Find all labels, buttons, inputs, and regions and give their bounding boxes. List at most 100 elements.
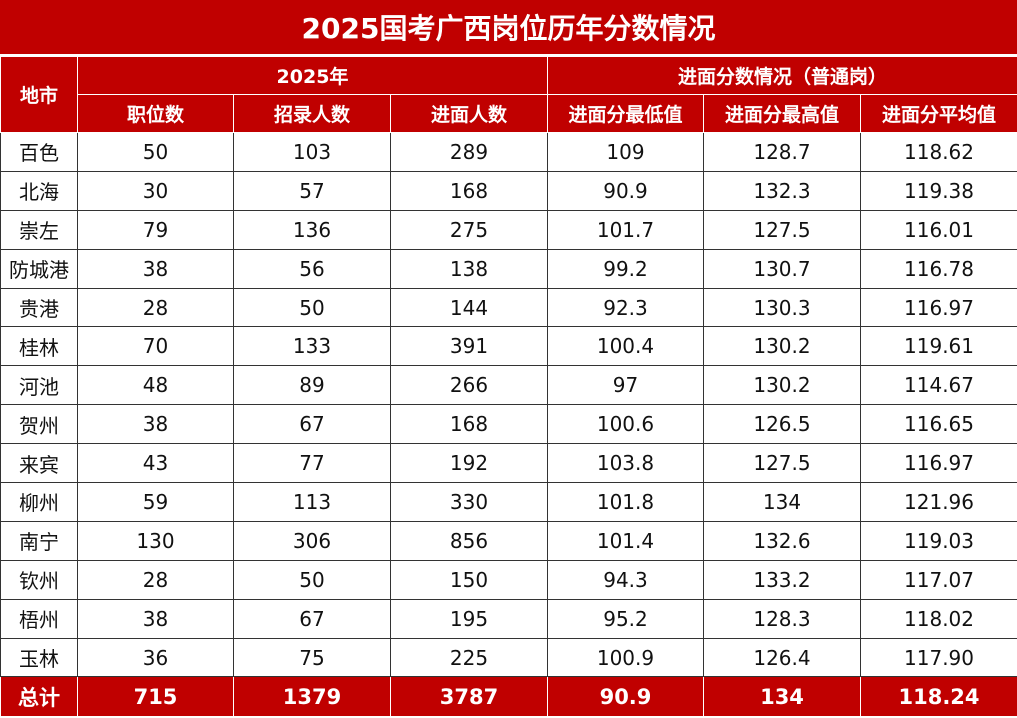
cell-positions: 30: [77, 170, 234, 211]
cell-avg-score: 116.97: [859, 443, 1017, 484]
cell-city: 玉林: [0, 637, 78, 678]
cell-interviewees: 225: [390, 637, 548, 678]
cell-max-score: 130.2: [703, 326, 861, 367]
cell-interviewees: 192: [390, 443, 548, 484]
cell-max-score: 132.6: [703, 520, 861, 561]
cell-city: 柳州: [0, 482, 78, 522]
cell-interviewees: 266: [390, 365, 548, 406]
cell-min-score: 92.3: [547, 287, 704, 328]
cell-hires: 67: [233, 598, 391, 639]
cell-hires: 89: [233, 365, 391, 406]
cell-avg-score: 119.03: [859, 520, 1017, 561]
table-row: 贺州 38 67 168 100.6 126.5 116.65: [0, 404, 1017, 445]
cell-hires: 67: [233, 404, 391, 445]
cell-min-score: 97: [547, 365, 704, 406]
table-row: 河池 48 89 266 97 130.2 114.67: [0, 365, 1017, 406]
cell-interviewees: 195: [390, 598, 548, 639]
cell-interviewees: 168: [390, 404, 548, 445]
cell-hires: 133: [233, 326, 391, 367]
cell-positions: 38: [77, 248, 234, 289]
score-table: 地市 2025年 进面分数情况（普通岗） 职位数 招录人数 进面人数 进面分最低…: [0, 56, 1017, 718]
cell-hires: 77: [233, 443, 391, 484]
cell-positions: 48: [77, 365, 234, 406]
cell-avg-score: 116.78: [859, 248, 1017, 289]
cell-avg-score: 118.02: [859, 598, 1017, 639]
cell-min-score: 109: [547, 132, 704, 172]
cell-avg-score: 116.65: [859, 404, 1017, 445]
table-row: 北海 30 57 168 90.9 132.3 119.38: [0, 170, 1017, 211]
cell-interviewees: 856: [390, 520, 548, 561]
cell-city: 桂林: [0, 326, 78, 367]
cell-min-score: 101.4: [547, 520, 704, 561]
header-hires: 招录人数: [233, 94, 391, 133]
table-row: 崇左 79 136 275 101.7 127.5 116.01: [0, 209, 1017, 250]
cell-interviewees: 168: [390, 170, 548, 211]
cell-avg-score: 119.38: [859, 170, 1017, 211]
cell-avg-score: 116.97: [859, 287, 1017, 328]
cell-positions: 36: [77, 637, 234, 678]
table-row: 柳州 59 113 330 101.8 134 121.96: [0, 482, 1017, 522]
cell-max-score: 134: [703, 482, 861, 522]
cell-positions: 43: [77, 443, 234, 484]
cell-city: 贺州: [0, 404, 78, 445]
cell-hires: 50: [233, 287, 391, 328]
cell-city: 北海: [0, 170, 78, 211]
cell-city: 防城港: [0, 248, 78, 289]
cell-city: 崇左: [0, 209, 78, 250]
table-row: 南宁 130 306 856 101.4 132.6 119.03: [0, 520, 1017, 561]
total-avg-score: 118.24: [859, 676, 1017, 718]
cell-min-score: 101.8: [547, 482, 704, 522]
table-row: 防城港 38 56 138 99.2 130.7 116.78: [0, 248, 1017, 289]
cell-max-score: 126.5: [703, 404, 861, 445]
header-city: 地市: [0, 56, 78, 133]
header-max-score: 进面分最高值: [703, 94, 861, 133]
cell-avg-score: 117.90: [859, 637, 1017, 678]
header-positions: 职位数: [77, 94, 234, 133]
table-row: 贵港 28 50 144 92.3 130.3 116.97: [0, 287, 1017, 328]
header-group-2025: 2025年: [77, 56, 548, 95]
cell-hires: 136: [233, 209, 391, 250]
cell-min-score: 100.9: [547, 637, 704, 678]
cell-city: 百色: [0, 132, 78, 172]
table-row: 百色 50 103 289 109 128.7 118.62: [0, 132, 1017, 172]
cell-positions: 38: [77, 404, 234, 445]
cell-max-score: 130.7: [703, 248, 861, 289]
header-avg-score: 进面分平均值: [859, 94, 1017, 133]
cell-positions: 79: [77, 209, 234, 250]
cell-min-score: 103.8: [547, 443, 704, 484]
table-title: 2025国考广西岗位历年分数情况: [0, 0, 1017, 56]
cell-min-score: 95.2: [547, 598, 704, 639]
table-row: 来宾 43 77 192 103.8 127.5 116.97: [0, 443, 1017, 484]
cell-min-score: 100.4: [547, 326, 704, 367]
cell-min-score: 101.7: [547, 209, 704, 250]
cell-interviewees: 150: [390, 559, 548, 600]
cell-min-score: 94.3: [547, 559, 704, 600]
cell-avg-score: 114.67: [859, 365, 1017, 406]
cell-positions: 59: [77, 482, 234, 522]
cell-interviewees: 275: [390, 209, 548, 250]
cell-hires: 57: [233, 170, 391, 211]
cell-interviewees: 391: [390, 326, 548, 367]
cell-max-score: 127.5: [703, 209, 861, 250]
total-max-score: 134: [703, 676, 861, 718]
cell-max-score: 126.4: [703, 637, 861, 678]
cell-interviewees: 289: [390, 132, 548, 172]
cell-avg-score: 117.07: [859, 559, 1017, 600]
cell-avg-score: 118.62: [859, 132, 1017, 172]
cell-positions: 38: [77, 598, 234, 639]
cell-positions: 70: [77, 326, 234, 367]
cell-min-score: 100.6: [547, 404, 704, 445]
table-row: 梧州 38 67 195 95.2 128.3 118.02: [0, 598, 1017, 639]
cell-city: 河池: [0, 365, 78, 406]
cell-positions: 28: [77, 559, 234, 600]
cell-max-score: 132.3: [703, 170, 861, 211]
cell-city: 梧州: [0, 598, 78, 639]
cell-hires: 50: [233, 559, 391, 600]
cell-min-score: 90.9: [547, 170, 704, 211]
cell-city: 来宾: [0, 443, 78, 484]
cell-interviewees: 144: [390, 287, 548, 328]
header-min-score: 进面分最低值: [547, 94, 704, 133]
cell-positions: 130: [77, 520, 234, 561]
cell-hires: 103: [233, 132, 391, 172]
cell-city: 贵港: [0, 287, 78, 328]
